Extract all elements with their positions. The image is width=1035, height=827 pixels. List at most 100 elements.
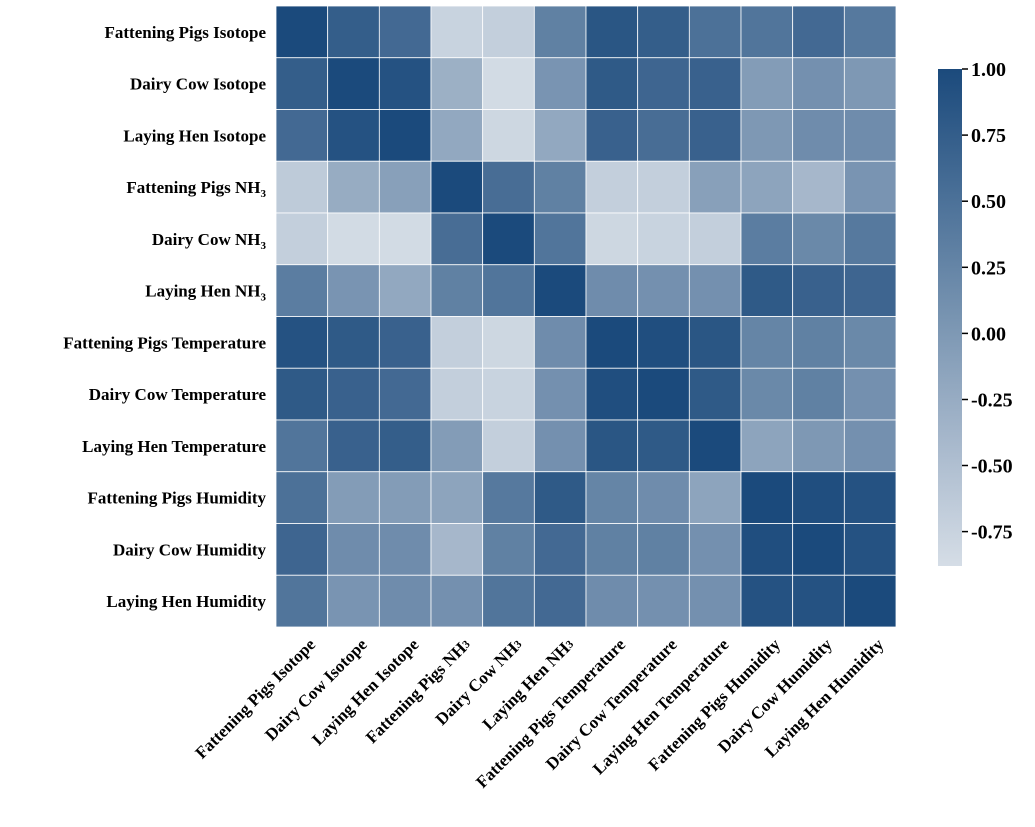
heatmap-cell-r8-c0 — [275, 419, 329, 473]
heatmap-cell-r8-c8 — [688, 419, 742, 473]
heatmap-cell-r3-c0 — [275, 160, 329, 214]
heatmap-cell-r3-c10 — [792, 160, 845, 214]
heatmap-cell-r2-c11 — [843, 109, 897, 162]
colorbar-tick-label: 0.25 — [971, 257, 1006, 279]
heatmap-cell-r4-c9 — [740, 212, 794, 266]
heatmap-cell-r8-c4 — [482, 419, 535, 473]
heatmap-cell-r1-c1 — [327, 57, 380, 110]
heatmap-cell-r7-c10 — [792, 367, 845, 421]
heatmap-cell-r9-c3 — [430, 471, 484, 524]
heatmap-cell-r0-c11 — [843, 5, 897, 59]
colorbar-tick-label: 0.00 — [971, 323, 1006, 345]
heatmap-cell-r5-c5 — [533, 264, 587, 317]
heatmap-cell-r11-c8 — [688, 574, 742, 628]
heatmap-cell-r8-c11 — [843, 419, 897, 473]
heatmap-cell-r4-c0 — [275, 212, 329, 266]
heatmap-cell-r11-c9 — [740, 574, 794, 628]
heatmap-cell-r7-c1 — [327, 367, 380, 421]
heatmap-cell-r9-c11 — [843, 471, 897, 524]
heatmap-cell-r10-c9 — [740, 523, 794, 576]
heatmap-cell-r6-c3 — [430, 316, 484, 369]
row-label-laying-hen-nh3: Laying Hen NH3 — [145, 282, 266, 304]
heatmap-cell-r2-c9 — [740, 109, 794, 162]
heatmap-cell-r5-c11 — [843, 264, 897, 317]
heatmap-cell-r10-c0 — [275, 523, 329, 576]
heatmap-cell-r3-c4 — [482, 160, 535, 214]
heatmap-cell-r10-c8 — [688, 523, 742, 576]
heatmap-cell-r6-c11 — [843, 316, 897, 369]
colorbar-gradient — [938, 69, 962, 566]
heatmap-cell-r2-c0 — [275, 109, 329, 162]
heatmap-cell-r0-c0 — [275, 5, 329, 59]
heatmap-cell-r2-c10 — [792, 109, 845, 162]
heatmap-cell-r3-c1 — [327, 160, 380, 214]
heatmap-cell-r8-c3 — [430, 419, 484, 473]
heatmap-cell-r8-c7 — [637, 419, 690, 473]
heatmap-cell-r3-c6 — [585, 160, 639, 214]
row-label-dairy-cow-humidity: Dairy Cow Humidity — [113, 540, 267, 559]
colorbar-tick-label: 0.50 — [971, 191, 1006, 213]
heatmap-cell-r9-c7 — [637, 471, 690, 524]
heatmap-cell-r3-c3 — [430, 160, 484, 214]
heatmap-cell-r11-c4 — [482, 574, 535, 628]
heatmap-cell-r7-c6 — [585, 367, 639, 421]
heatmap-cell-r4-c3 — [430, 212, 484, 266]
heatmap-cell-r8-c10 — [792, 419, 845, 473]
heatmap-cell-r7-c3 — [430, 367, 484, 421]
heatmap-cell-r4-c1 — [327, 212, 380, 266]
heatmap-cell-r5-c3 — [430, 264, 484, 317]
heatmap-cell-r11-c5 — [533, 574, 587, 628]
heatmap-cell-r11-c6 — [585, 574, 639, 628]
row-label-fattening-pigs-nh3: Fattening Pigs NH3 — [126, 178, 266, 200]
heatmap-cell-r3-c2 — [378, 160, 432, 214]
heatmap-cell-r7-c0 — [275, 367, 329, 421]
heatmap-cell-r5-c4 — [482, 264, 535, 317]
heatmap-cell-r4-c2 — [378, 212, 432, 266]
heatmap-cell-r5-c6 — [585, 264, 639, 317]
heatmap-cell-r2-c2 — [378, 109, 432, 162]
row-label-fattening-pigs-temperature: Fattening Pigs Temperature — [63, 333, 266, 352]
heatmap-cell-r1-c11 — [843, 57, 897, 110]
heatmap-cell-r5-c10 — [792, 264, 845, 317]
heatmap-cell-r0-c6 — [585, 5, 639, 59]
heatmap-cell-r0-c2 — [378, 5, 432, 59]
heatmap-cell-r9-c2 — [378, 471, 432, 524]
heatmap-cell-r10-c3 — [430, 523, 484, 576]
heatmap-cell-r7-c7 — [637, 367, 690, 421]
heatmap-cell-r5-c8 — [688, 264, 742, 317]
heatmap-cell-r5-c7 — [637, 264, 690, 317]
heatmap-cell-r10-c11 — [843, 523, 897, 576]
heatmap-cell-r4-c4 — [482, 212, 535, 266]
heatmap-cell-r11-c2 — [378, 574, 432, 628]
heatmap-cell-r10-c1 — [327, 523, 380, 576]
heatmap-cell-r1-c9 — [740, 57, 794, 110]
heatmap-cell-r8-c2 — [378, 419, 432, 473]
heatmap-cell-r0-c1 — [327, 5, 380, 59]
heatmap-cell-r10-c7 — [637, 523, 690, 576]
heatmap-cell-r1-c6 — [585, 57, 639, 110]
heatmap-cell-r11-c0 — [275, 574, 329, 628]
heatmap-cell-r8-c5 — [533, 419, 587, 473]
heatmap-cell-r2-c7 — [637, 109, 690, 162]
heatmap-cell-r1-c7 — [637, 57, 690, 110]
heatmap-cell-r8-c6 — [585, 419, 639, 473]
colorbar-tick-label: 1.00 — [971, 59, 1006, 81]
heatmap-cell-r1-c4 — [482, 57, 535, 110]
heatmap-cell-r0-c5 — [533, 5, 587, 59]
heatmap-cell-r11-c1 — [327, 574, 380, 628]
heatmap-cell-r1-c10 — [792, 57, 845, 110]
row-label-dairy-cow-nh3: Dairy Cow NH3 — [152, 230, 267, 252]
heatmap-cell-r0-c3 — [430, 5, 484, 59]
heatmap-cell-r10-c10 — [792, 523, 845, 576]
heatmap-cell-r5-c9 — [740, 264, 794, 317]
heatmap-cell-r6-c9 — [740, 316, 794, 369]
heatmap-cell-r2-c3 — [430, 109, 484, 162]
heatmap-cell-r11-c11 — [843, 574, 897, 628]
heatmap-cell-r10-c5 — [533, 523, 587, 576]
heatmap-cell-r7-c11 — [843, 367, 897, 421]
colorbar-tick-label: -0.75 — [971, 522, 1013, 544]
heatmap-cell-r5-c2 — [378, 264, 432, 317]
heatmap-cell-r4-c10 — [792, 212, 845, 266]
heatmap-cell-r6-c0 — [275, 316, 329, 369]
